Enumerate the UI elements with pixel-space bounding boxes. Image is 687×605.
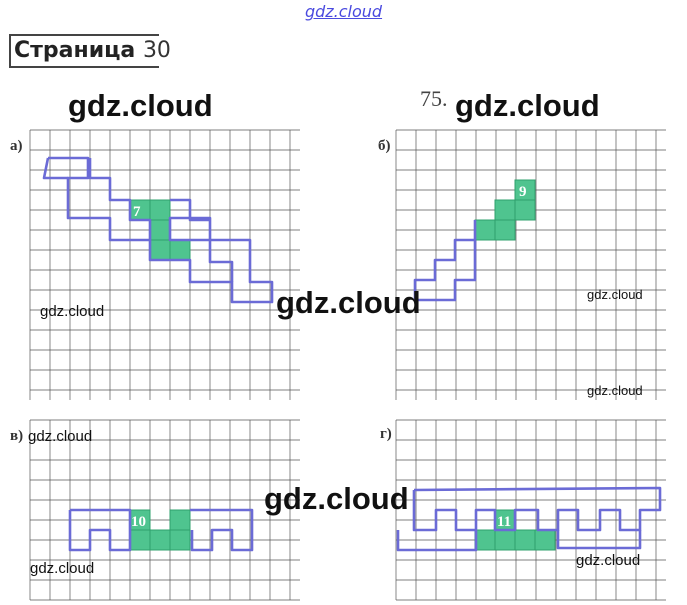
watermark-small-2: gdz.cloud xyxy=(587,287,643,302)
outline-a-2 xyxy=(42,157,68,180)
cell-g-3 xyxy=(494,529,516,551)
panel-g-number: 11 xyxy=(497,514,511,530)
outline-v-1 xyxy=(68,508,132,552)
watermark-top[interactable]: gdz.cloud xyxy=(304,2,383,21)
watermark-big-3: gdz.cloud xyxy=(276,285,421,320)
watermark-small-3: gdz.cloud xyxy=(587,383,643,398)
outline-g-2 xyxy=(396,530,478,552)
outline-a-3 xyxy=(148,216,274,304)
panel-v-number: 10 xyxy=(131,514,146,530)
panel-label-g: г) xyxy=(380,426,392,442)
cell-g-2 xyxy=(474,529,496,551)
cell-v-5 xyxy=(169,529,191,551)
outline-g-1 xyxy=(412,486,662,532)
panel-b-number: 9 xyxy=(519,184,527,200)
cell-v-3 xyxy=(169,509,191,531)
outline-a-4 xyxy=(190,238,234,282)
watermark-big-2: gdz.cloud xyxy=(455,88,600,123)
cell-v-2 xyxy=(149,529,171,551)
page-number: 30 xyxy=(142,38,171,63)
page-header-box xyxy=(9,34,159,68)
panel-label-a: а) xyxy=(10,138,23,154)
watermark-big-4: gdz.cloud xyxy=(264,481,409,516)
page-title: Страница 30 xyxy=(14,38,171,63)
cell-b-2 xyxy=(494,199,516,221)
cell-v-4 xyxy=(129,529,151,551)
outline-v-2 xyxy=(190,508,254,552)
cell-a-3 xyxy=(149,219,171,241)
watermark-small-1: gdz.cloud xyxy=(40,303,105,320)
cell-g-5 xyxy=(534,529,556,551)
watermark-big-1: gdz.cloud xyxy=(68,88,213,123)
outline-g-3 xyxy=(556,530,642,550)
cell-g-4 xyxy=(514,529,536,551)
task-number: 75. xyxy=(420,86,448,111)
cell-b-3 xyxy=(514,199,536,221)
watermark-small-6: gdz.cloud xyxy=(576,552,641,569)
cell-a-2 xyxy=(149,199,171,221)
cell-b-4 xyxy=(474,219,496,241)
outline-a-5 xyxy=(170,198,210,222)
cell-a-4 xyxy=(149,239,171,261)
cell-b-5 xyxy=(494,219,516,241)
panel-a-number: 7 xyxy=(133,204,141,220)
outline-b-1 xyxy=(413,220,477,302)
panel-label-b: б) xyxy=(378,138,391,154)
watermark-small-4: gdz.cloud xyxy=(28,428,93,445)
cell-a-5 xyxy=(169,239,191,261)
watermark-small-5: gdz.cloud xyxy=(30,560,95,577)
panel-label-v: в) xyxy=(10,428,24,444)
page-label-text: Страница xyxy=(14,38,136,63)
